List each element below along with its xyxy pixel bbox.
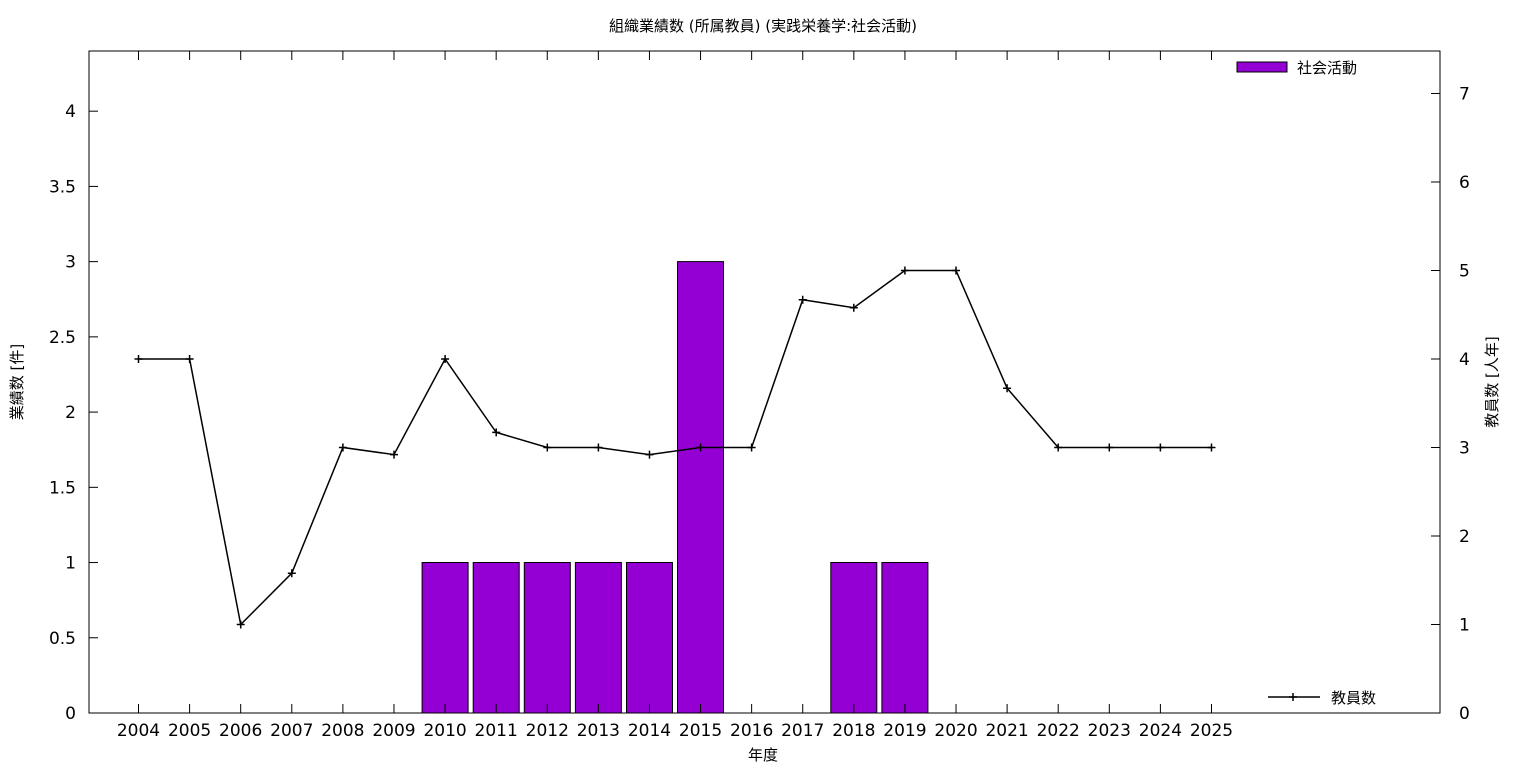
y-tick-label: 2.5 bbox=[49, 328, 76, 348]
series-line-faculty bbox=[138, 269, 1212, 627]
x-tick-label: 2005 bbox=[168, 721, 211, 741]
line-point-2018 bbox=[849, 303, 858, 312]
bars-layer bbox=[421, 261, 929, 714]
x-tick-label: 2015 bbox=[679, 721, 722, 741]
bar-2013 bbox=[574, 562, 622, 714]
bar-2012 bbox=[523, 562, 571, 714]
x-tick-label: 2010 bbox=[423, 721, 466, 741]
y-axis-title: 業績数 [件] bbox=[8, 344, 26, 420]
axes-layer bbox=[88, 50, 1441, 714]
line-point-2009 bbox=[390, 450, 398, 459]
x-tick-label: 2023 bbox=[1088, 721, 1131, 741]
y2-tick-label: 4 bbox=[1459, 350, 1470, 370]
y2-tick-label: 3 bbox=[1459, 438, 1470, 458]
y-tick-label: 0.5 bbox=[49, 629, 76, 649]
y-tick-label: 4 bbox=[65, 102, 76, 122]
line-layer bbox=[134, 266, 1216, 629]
y2-tick-label: 2 bbox=[1459, 527, 1470, 547]
x-tick-label: 2024 bbox=[1139, 721, 1182, 741]
bar-2019 bbox=[881, 562, 929, 714]
line-point-2017 bbox=[798, 295, 807, 304]
y2-tick-label: 0 bbox=[1459, 704, 1470, 724]
line-point-2012 bbox=[543, 443, 552, 452]
bar-2010 bbox=[421, 562, 469, 714]
legend-bars: 社会活動 bbox=[1236, 59, 1357, 77]
line-point-2020 bbox=[952, 266, 960, 275]
line-point-2016 bbox=[747, 443, 756, 452]
x-tick-label: 2013 bbox=[577, 721, 620, 741]
x-tick-label: 2007 bbox=[270, 721, 313, 741]
x-tick-label: 2020 bbox=[934, 721, 977, 741]
line-point-2007 bbox=[287, 569, 296, 578]
line-point-2023 bbox=[1105, 443, 1114, 452]
y-tick-label: 3.5 bbox=[49, 177, 76, 197]
x-tick-label: 2009 bbox=[372, 721, 415, 741]
y-tick-label: 3 bbox=[65, 253, 76, 273]
x-axis-title: 年度 bbox=[748, 746, 778, 764]
plot-frame bbox=[88, 50, 1441, 714]
line-point-2011 bbox=[492, 428, 501, 437]
line-point-2021 bbox=[1003, 384, 1012, 393]
x-tick-label: 2012 bbox=[526, 721, 569, 741]
y2-axis-title: 教員数 [人年] bbox=[1483, 336, 1501, 427]
x-tick-label: 2006 bbox=[219, 721, 262, 741]
x-tick-label: 2021 bbox=[985, 721, 1028, 741]
x-tick-label: 2011 bbox=[475, 721, 518, 741]
y-tick-label: 1.5 bbox=[49, 478, 76, 498]
ticks-layer: 0 0.5 1 1.5 2 2.5 3 3.5 4 0 1 2 3 4 5 6 7 2004 2005 2006 200… bbox=[49, 84, 1470, 741]
line-point-2014 bbox=[645, 450, 654, 459]
line-point-2004 bbox=[134, 355, 143, 363]
line-point-2008 bbox=[338, 443, 347, 452]
x-tick-label: 2022 bbox=[1037, 721, 1080, 741]
bar-2018 bbox=[830, 562, 878, 714]
line-point-2005 bbox=[185, 355, 194, 363]
line-point-2006 bbox=[236, 620, 245, 629]
line-point-2022 bbox=[1054, 443, 1063, 452]
x-tick-label: 2008 bbox=[321, 721, 364, 741]
y-tick-label: 0 bbox=[65, 704, 76, 724]
x-tick-label: 2016 bbox=[730, 721, 773, 741]
line-point-2013 bbox=[594, 443, 603, 452]
line-point-2010 bbox=[441, 355, 450, 363]
y-tick-label: 1 bbox=[65, 554, 76, 574]
chart-title: 組織業績数 (所属教員) (実践栄養学:社会活動) bbox=[609, 17, 917, 35]
y-tick-label: 2 bbox=[65, 403, 76, 423]
x-tick-label: 2019 bbox=[883, 721, 926, 741]
legend-bar-label: 社会活動 bbox=[1297, 59, 1357, 77]
legend-bar-swatch bbox=[1236, 61, 1288, 73]
legend-line-label: 教員数 bbox=[1331, 689, 1376, 707]
x-tick-label: 2018 bbox=[832, 721, 875, 741]
x-tick-label: 2017 bbox=[781, 721, 824, 741]
line-point-2015 bbox=[696, 443, 705, 452]
y2-tick-label: 7 bbox=[1459, 84, 1470, 104]
y2-tick-label: 1 bbox=[1459, 615, 1470, 635]
y2-tick-label: 5 bbox=[1459, 261, 1470, 281]
bar-2014 bbox=[626, 562, 673, 714]
bar-2011 bbox=[472, 562, 520, 714]
bar-2015 bbox=[677, 261, 724, 714]
legend-line-marker bbox=[1289, 693, 1297, 701]
x-tick-label: 2004 bbox=[117, 721, 160, 741]
line-point-2024 bbox=[1156, 443, 1165, 452]
line-point-2025 bbox=[1207, 443, 1216, 452]
legend-line: 教員数 bbox=[1268, 689, 1376, 707]
x-tick-label: 2014 bbox=[628, 721, 671, 741]
y2-tick-label: 6 bbox=[1459, 173, 1470, 193]
line-point-2019 bbox=[900, 266, 909, 275]
x-tick-label: 2025 bbox=[1190, 721, 1233, 741]
